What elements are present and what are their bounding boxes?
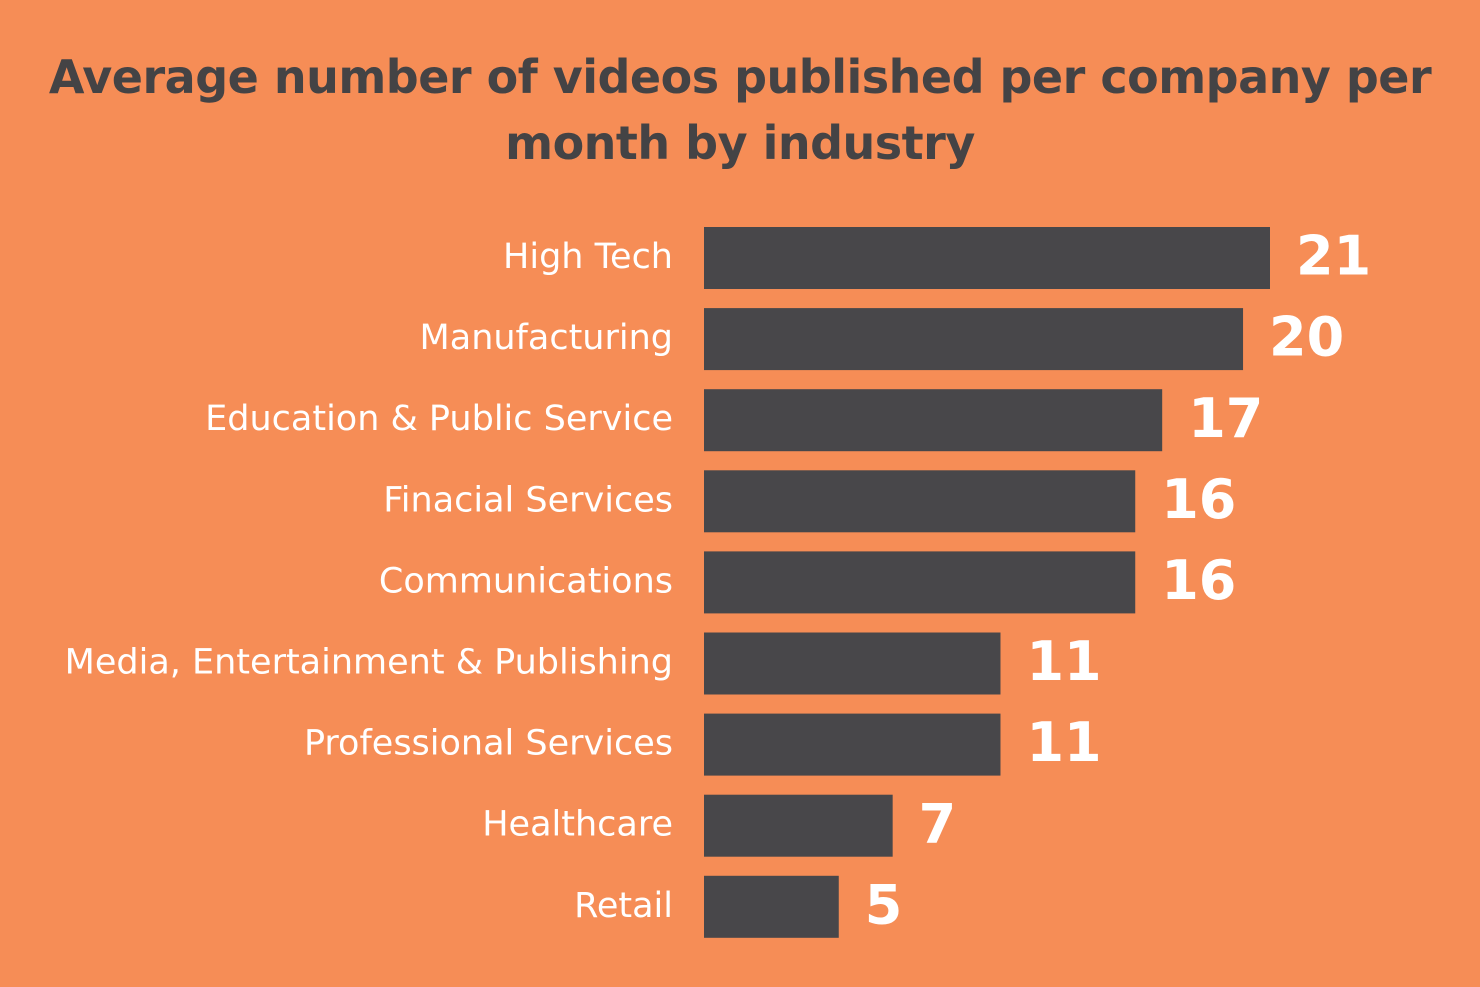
category-label: Manufacturing: [420, 318, 673, 358]
bar: [704, 470, 1136, 533]
bar: [704, 389, 1163, 452]
value-label: 21: [1296, 225, 1371, 288]
bar: [704, 794, 893, 857]
value-label: 7: [919, 792, 957, 855]
value-label: 11: [1026, 711, 1101, 774]
bar: [704, 875, 839, 938]
bar: [704, 632, 1001, 695]
category-label: Media, Entertainment & Publishing: [65, 643, 673, 683]
value-label: 17: [1188, 387, 1263, 450]
category-label: Finacial Services: [383, 480, 673, 520]
chart-title: Average number of videos published per c…: [48, 50, 1432, 170]
category-label: Communications: [379, 561, 673, 601]
bar: [704, 308, 1244, 371]
category-label: Healthcare: [482, 805, 673, 845]
value-label: 16: [1161, 468, 1236, 531]
category-label: Retail: [574, 886, 673, 926]
value-label: 5: [865, 873, 903, 936]
bar: [704, 551, 1136, 614]
category-label: High Tech: [503, 237, 673, 277]
bar: [704, 227, 1270, 289]
category-label: Education & Public Service: [205, 399, 673, 439]
bar: [704, 713, 1001, 776]
value-label: 16: [1161, 549, 1236, 612]
value-label: 11: [1026, 630, 1101, 693]
value-label: 20: [1269, 306, 1344, 369]
category-label: Professional Services: [304, 724, 673, 764]
